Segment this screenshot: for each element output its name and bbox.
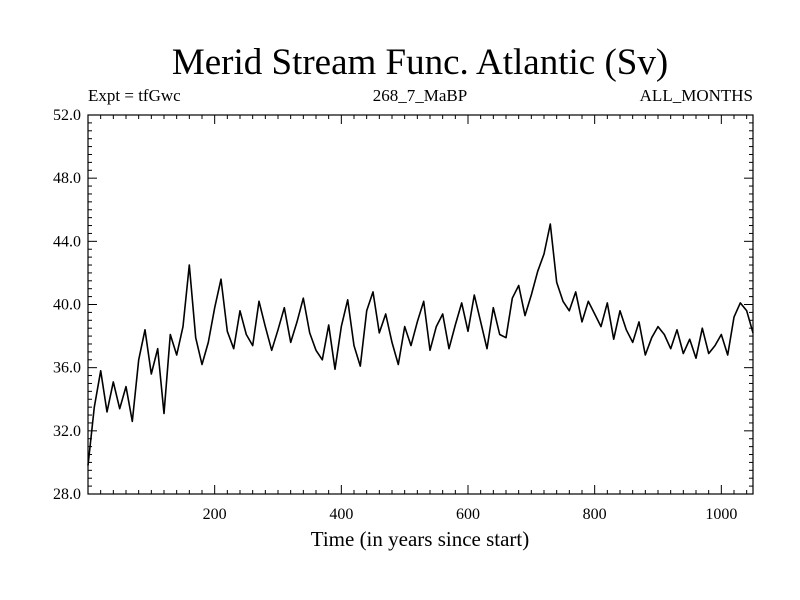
chart-title: Merid Stream Func. Atlantic (Sv) [172,42,668,83]
y-tick-label: 32.0 [53,423,81,440]
y-tick-label: 52.0 [53,107,81,124]
y-tick-label: 44.0 [53,233,81,250]
y-tick-label: 28.0 [53,486,81,503]
series-line [87,223,754,466]
x-tick-label: 200 [203,506,227,523]
months-label: ALL_MONTHS [640,86,753,105]
axis-ticks: 28.0 32.0 36.0 40.0 44.0 48.0 52.0 200 400 600 800… [53,107,753,523]
x-tick-label: 1000 [705,506,737,523]
x-tick-label: 800 [583,506,607,523]
experiment-label: Expt = tfGwc [88,86,181,105]
run-label: 268_7_MaBP [373,86,467,105]
x-axis-label: Time (in years since start) [311,527,530,551]
y-tick-label: 40.0 [53,297,81,314]
x-tick-label: 400 [329,506,353,523]
plot-frame [87,114,754,495]
x-tick-label: 600 [456,506,480,523]
y-tick-label: 48.0 [53,170,81,187]
y-tick-label: 36.0 [53,360,81,377]
